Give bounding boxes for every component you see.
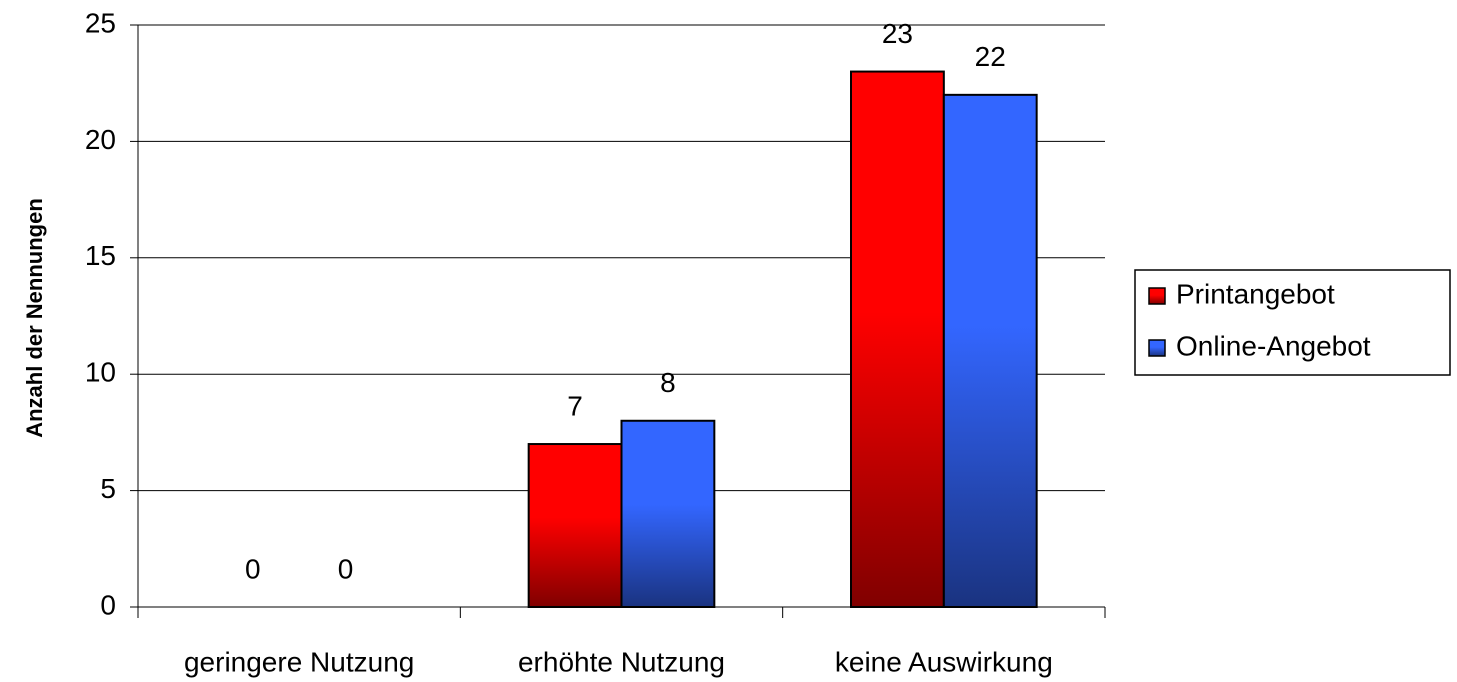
data-label: 0 [338, 553, 354, 584]
legend-label: Printangebot [1176, 278, 1335, 309]
legend-box [1134, 269, 1451, 376]
data-label: 23 [882, 18, 913, 49]
y-axis-title: Anzahl der Nennungen [22, 198, 47, 438]
y-tick-label: 0 [100, 589, 116, 620]
y-tick-label: 10 [85, 357, 116, 388]
x-tick-label: geringere Nutzung [184, 646, 414, 677]
bar [850, 70, 945, 608]
bar [942, 93, 1038, 608]
bar [527, 443, 623, 609]
legend-swatch [1148, 287, 1166, 305]
data-label: 0 [245, 553, 261, 584]
legend-swatch [1148, 339, 1166, 357]
y-tick-label: 5 [100, 473, 116, 504]
y-tick-label: 25 [85, 7, 116, 38]
legend-label: Online-Angebot [1176, 330, 1371, 361]
y-tick-label: 15 [85, 240, 116, 271]
bar [620, 419, 716, 609]
data-label: 7 [567, 390, 583, 421]
y-tick-label: 20 [85, 124, 116, 155]
x-tick-label: erhöhte Nutzung [518, 646, 725, 677]
data-label: 8 [660, 367, 676, 398]
x-tick-label: keine Auswirkung [835, 646, 1053, 677]
data-label: 22 [975, 41, 1006, 72]
